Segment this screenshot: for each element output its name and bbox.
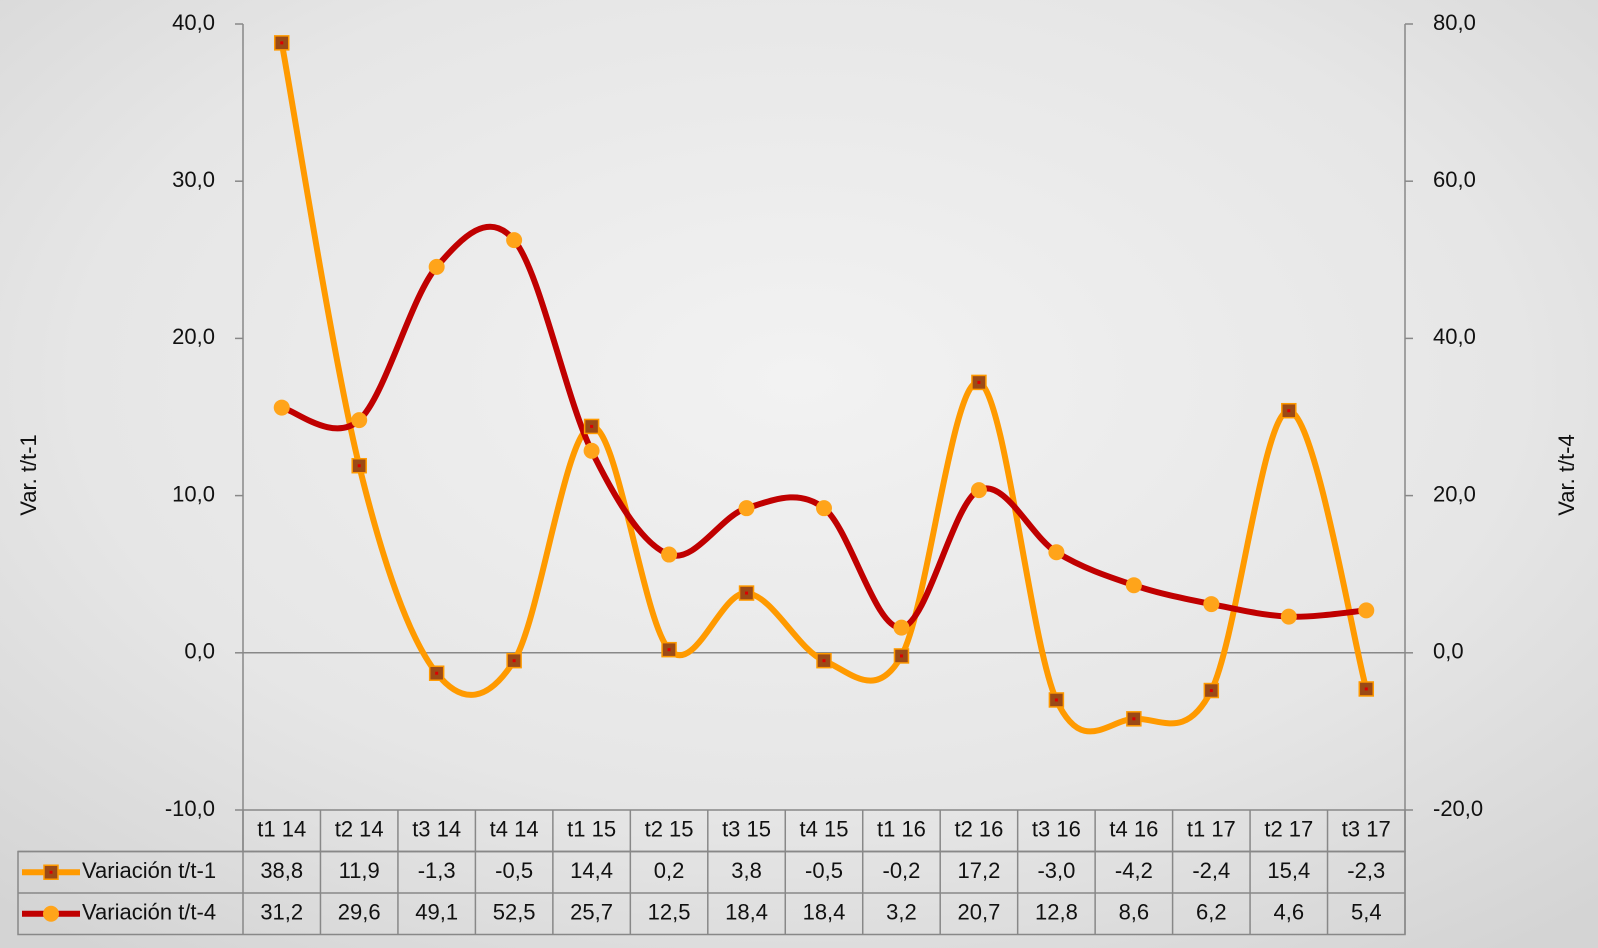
- y2-axis-title: Var. t/t-4: [1554, 434, 1579, 516]
- table-value: 38,8: [260, 858, 303, 883]
- marker-dot: [822, 659, 826, 663]
- table-value: 18,4: [803, 900, 846, 925]
- table-value: -2,4: [1192, 858, 1230, 883]
- marker: [1358, 602, 1375, 619]
- table-value: 17,2: [958, 858, 1001, 883]
- x-tick-label: t2 16: [954, 817, 1003, 842]
- marker-dot: [49, 870, 53, 874]
- marker-dot: [899, 654, 903, 658]
- table-value: 18,4: [725, 900, 768, 925]
- table-value: -2,3: [1347, 858, 1385, 883]
- x-tick-label: t1 16: [877, 817, 926, 842]
- marker: [506, 232, 523, 249]
- y-tick-label: 40,0: [172, 10, 215, 35]
- y-tick-label: -10,0: [165, 796, 215, 821]
- marker-dot: [1132, 717, 1136, 721]
- table-value: 3,2: [886, 900, 917, 925]
- marker: [273, 399, 290, 416]
- x-tick-label: t3 17: [1342, 817, 1391, 842]
- x-tick-label: t4 14: [490, 817, 539, 842]
- marker-dot: [590, 424, 594, 428]
- marker-dot: [745, 591, 749, 595]
- table-value: -3,0: [1037, 858, 1075, 883]
- marker-dot: [357, 464, 361, 468]
- table-value: 15,4: [1267, 858, 1310, 883]
- x-tick-label: t2 17: [1264, 817, 1313, 842]
- x-tick-label: t3 14: [412, 817, 461, 842]
- table-value: -1,3: [418, 858, 456, 883]
- marker-dot: [280, 41, 284, 45]
- marker: [661, 546, 678, 563]
- table-value: -0,5: [805, 858, 843, 883]
- marker: [1048, 544, 1065, 561]
- marker: [428, 258, 445, 275]
- legend-label: Variación t/t-1: [82, 858, 216, 883]
- marker-dot: [1054, 698, 1058, 702]
- table-value: -0,5: [495, 858, 533, 883]
- table-value: 8,6: [1119, 900, 1150, 925]
- table-value: 52,5: [493, 900, 536, 925]
- x-tick-label: t1 17: [1187, 817, 1236, 842]
- x-tick-label: t1 15: [567, 817, 616, 842]
- marker-dot: [667, 648, 671, 652]
- table-value: 20,7: [958, 900, 1001, 925]
- x-tick-label: t3 16: [1032, 817, 1081, 842]
- y-tick-label: 10,0: [172, 481, 215, 506]
- marker: [738, 500, 755, 517]
- table-value: 6,2: [1196, 900, 1227, 925]
- marker: [43, 905, 59, 922]
- y2-tick-label: 60,0: [1433, 167, 1476, 192]
- table-value: 4,6: [1274, 900, 1305, 925]
- x-tick-label: t4 15: [800, 817, 849, 842]
- x-tick-label: t2 14: [335, 817, 384, 842]
- marker: [351, 412, 368, 429]
- table-value: 3,8: [731, 858, 762, 883]
- marker-dot: [1209, 689, 1213, 693]
- marker: [970, 482, 987, 499]
- table-value: 29,6: [338, 900, 381, 925]
- table-value: 25,7: [570, 900, 613, 925]
- table-value: 12,5: [648, 900, 691, 925]
- y2-tick-label: -20,0: [1433, 796, 1483, 821]
- table-value: 5,4: [1351, 900, 1382, 925]
- marker: [583, 442, 600, 459]
- table-value: 0,2: [654, 858, 685, 883]
- marker-dot: [1287, 409, 1291, 413]
- x-tick-label: t3 15: [722, 817, 771, 842]
- table-value: 31,2: [260, 900, 303, 925]
- y-tick-label: 30,0: [172, 167, 215, 192]
- marker-dot: [977, 380, 981, 384]
- marker: [1280, 608, 1297, 625]
- table-value: 12,8: [1035, 900, 1078, 925]
- y2-tick-label: 0,0: [1433, 639, 1464, 664]
- x-tick-label: t2 15: [645, 817, 694, 842]
- y-tick-label: 20,0: [172, 324, 215, 349]
- marker: [1125, 577, 1142, 594]
- table-value: 49,1: [415, 900, 458, 925]
- y2-tick-label: 20,0: [1433, 481, 1476, 506]
- x-tick-label: t1 14: [257, 817, 306, 842]
- y2-tick-label: 40,0: [1433, 324, 1476, 349]
- marker-dot: [512, 659, 516, 663]
- y2-tick-label: 80,0: [1433, 10, 1476, 35]
- table-value: 14,4: [570, 858, 613, 883]
- y-tick-label: 0,0: [184, 639, 215, 664]
- x-tick-label: t4 16: [1109, 817, 1158, 842]
- y-axis-title: Var. t/t-1: [16, 434, 41, 516]
- marker-dot: [1364, 687, 1368, 691]
- marker: [1203, 596, 1220, 613]
- table-value: -4,2: [1115, 858, 1153, 883]
- table-value: -0,2: [883, 858, 921, 883]
- marker: [893, 619, 910, 636]
- marker: [816, 500, 832, 517]
- marker-dot: [435, 671, 439, 675]
- table-value: 11,9: [339, 858, 380, 883]
- legend-label: Variación t/t-4: [82, 900, 216, 925]
